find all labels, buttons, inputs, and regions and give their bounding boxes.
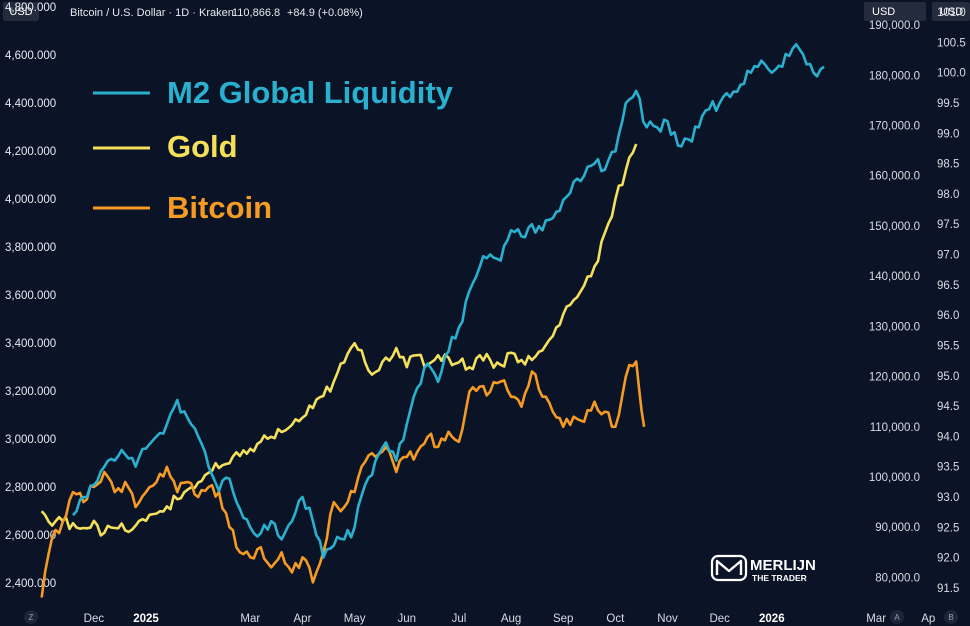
logo-line-1: MERLIJN [750, 557, 816, 574]
left-axis-tick-label: 4,400.000 [5, 98, 56, 110]
x-tick-label: Ap [921, 613, 935, 625]
right-axis-tick-label: 95.5 [937, 340, 959, 352]
currency-badge-right-1-label: USD [872, 6, 895, 18]
left-axis-tick-label: 3,200.000 [5, 386, 56, 398]
right-axis-tick-label: 95.0 [937, 371, 959, 383]
right-axis-tick-label: 100.0 [937, 68, 966, 80]
x-tick-label: May [344, 613, 366, 625]
middle-axis-tick-label: 100,000.0 [869, 472, 920, 484]
left-axis: 4,800.000 4,600.000 4,400.000 4,200.000 4,00… [5, 2, 56, 590]
legend-label-m2: M2 Global Liquidity [167, 75, 454, 110]
currency-badge-right-2-label: USD [940, 6, 963, 18]
middle-axis: 190,000.0 180,000.0 170,000.0 160,000.0 150,… [869, 20, 920, 584]
right-axis-tick-label: 96.0 [937, 310, 959, 322]
currency-badge-right-2[interactable] [932, 2, 970, 21]
left-axis-tick-label: 3,600.000 [5, 290, 56, 302]
merlijn-logo: MERLIJN THE TRADER [710, 554, 816, 583]
left-axis-tick-label: 4,600.000 [5, 50, 56, 62]
series-layer [40, 42, 825, 598]
series-line-m2-global-liquidity [72, 42, 825, 559]
scale-mode-button-label: B [948, 613, 953, 622]
right-axis-tick-label: 94.5 [937, 401, 959, 413]
left-axis-tick-label: 2,800.000 [5, 482, 56, 494]
currency-badge-left-label: USD [9, 6, 32, 18]
scale-mode-button[interactable] [944, 610, 958, 624]
x-axis: Dec 2025 Mar Apr May Jun Jul Aug Sep Oct Nov Dec 202… [84, 613, 936, 625]
right-axis-tick-label: 91.5 [937, 583, 959, 595]
x-tick-label: Mar [866, 613, 886, 625]
right-axis-tick-label: 92.5 [937, 522, 959, 534]
middle-axis-tick-label: 170,000.0 [869, 121, 920, 133]
middle-axis-tick-label: 130,000.0 [869, 321, 920, 333]
right-axis-tick-label: 98.0 [937, 189, 959, 201]
symbol-title: Bitcoin / U.S. Dollar · 1D · Kraken [70, 7, 234, 19]
zoom-button[interactable] [24, 610, 38, 624]
auto-scale-button-label: A [894, 613, 900, 622]
x-tick-label: Jul [452, 613, 467, 625]
left-axis-tick-label: 4,200.000 [5, 146, 56, 158]
zoom-button-label: Z [29, 613, 34, 622]
right-axis-tick-label: 97.5 [937, 219, 959, 231]
legend-label-gold: Gold [167, 129, 238, 164]
right-axis-tick-label: 93.0 [937, 492, 959, 504]
left-axis-tick-label: 2,400.000 [5, 578, 56, 590]
right-axis-tick-label: 97.0 [937, 250, 959, 262]
right-axis-tick-label: 93.5 [937, 462, 959, 474]
right-axis-tick-label: 101.0 [937, 7, 966, 19]
x-tick-label: Dec [709, 613, 730, 625]
series-line-bitcoin [40, 360, 646, 598]
left-axis-tick-label: 2,600.000 [5, 530, 56, 542]
x-tick-label: Sep [553, 613, 573, 625]
auto-scale-button[interactable] [890, 610, 904, 624]
logo-line-2: THE TRADER [752, 573, 807, 583]
currency-badge-right-1[interactable] [864, 2, 926, 21]
middle-axis-tick-label: 90,000.0 [875, 522, 920, 534]
right-axis: 101.0 100.5 100.0 99.5 99.0 98.5 98.0 97.5 97.0 9… [937, 7, 966, 595]
x-tick-label: Dec [84, 613, 105, 625]
x-tick-label: Jun [398, 613, 417, 625]
left-axis-tick-label: 3,000.000 [5, 434, 56, 446]
left-axis-tick-label: 3,400.000 [5, 338, 56, 350]
right-axis-tick-label: 99.5 [937, 98, 959, 110]
legend: M2 Global Liquidity Gold Bitcoin [93, 75, 454, 225]
x-tick-label: 2026 [759, 613, 785, 625]
middle-axis-tick-label: 140,000.0 [869, 271, 920, 283]
middle-axis-tick-label: 180,000.0 [869, 70, 920, 82]
right-axis-tick-label: 99.0 [937, 128, 959, 140]
x-tick-label: Nov [657, 613, 678, 625]
left-axis-tick-label: 3,800.000 [5, 242, 56, 254]
x-tick-label: Oct [606, 613, 625, 625]
legend-label-bitcoin: Bitcoin [167, 190, 272, 225]
x-tick-label: Aug [501, 613, 521, 625]
left-axis-tick-label: 4,000.000 [5, 194, 56, 206]
right-axis-tick-label: 96.5 [937, 280, 959, 292]
middle-axis-tick-label: 190,000.0 [869, 20, 920, 32]
series-line-gold [40, 143, 638, 537]
right-axis-tick-label: 94.0 [937, 431, 959, 443]
header-price: 110,866.8 [232, 7, 280, 19]
middle-axis-tick-label: 80,000.0 [875, 572, 920, 584]
middle-axis-tick-label: 150,000.0 [869, 221, 920, 233]
middle-axis-tick-label: 160,000.0 [869, 171, 920, 183]
left-axis-tick-label: 4,800.000 [5, 2, 56, 14]
right-axis-tick-label: 92.0 [937, 553, 959, 565]
right-axis-tick-label: 100.5 [937, 37, 966, 49]
x-tick-label: 2025 [133, 613, 159, 625]
header-change: +84.9 (+0.08%) [287, 7, 363, 19]
middle-axis-tick-label: 120,000.0 [869, 372, 920, 384]
right-axis-tick-label: 98.5 [937, 159, 959, 171]
merlijn-m-icon [710, 554, 748, 582]
x-tick-label: Mar [240, 613, 260, 625]
x-tick-label: Apr [294, 613, 312, 625]
middle-axis-tick-label: 110,000.0 [870, 422, 920, 434]
currency-badge-left[interactable] [3, 2, 39, 21]
